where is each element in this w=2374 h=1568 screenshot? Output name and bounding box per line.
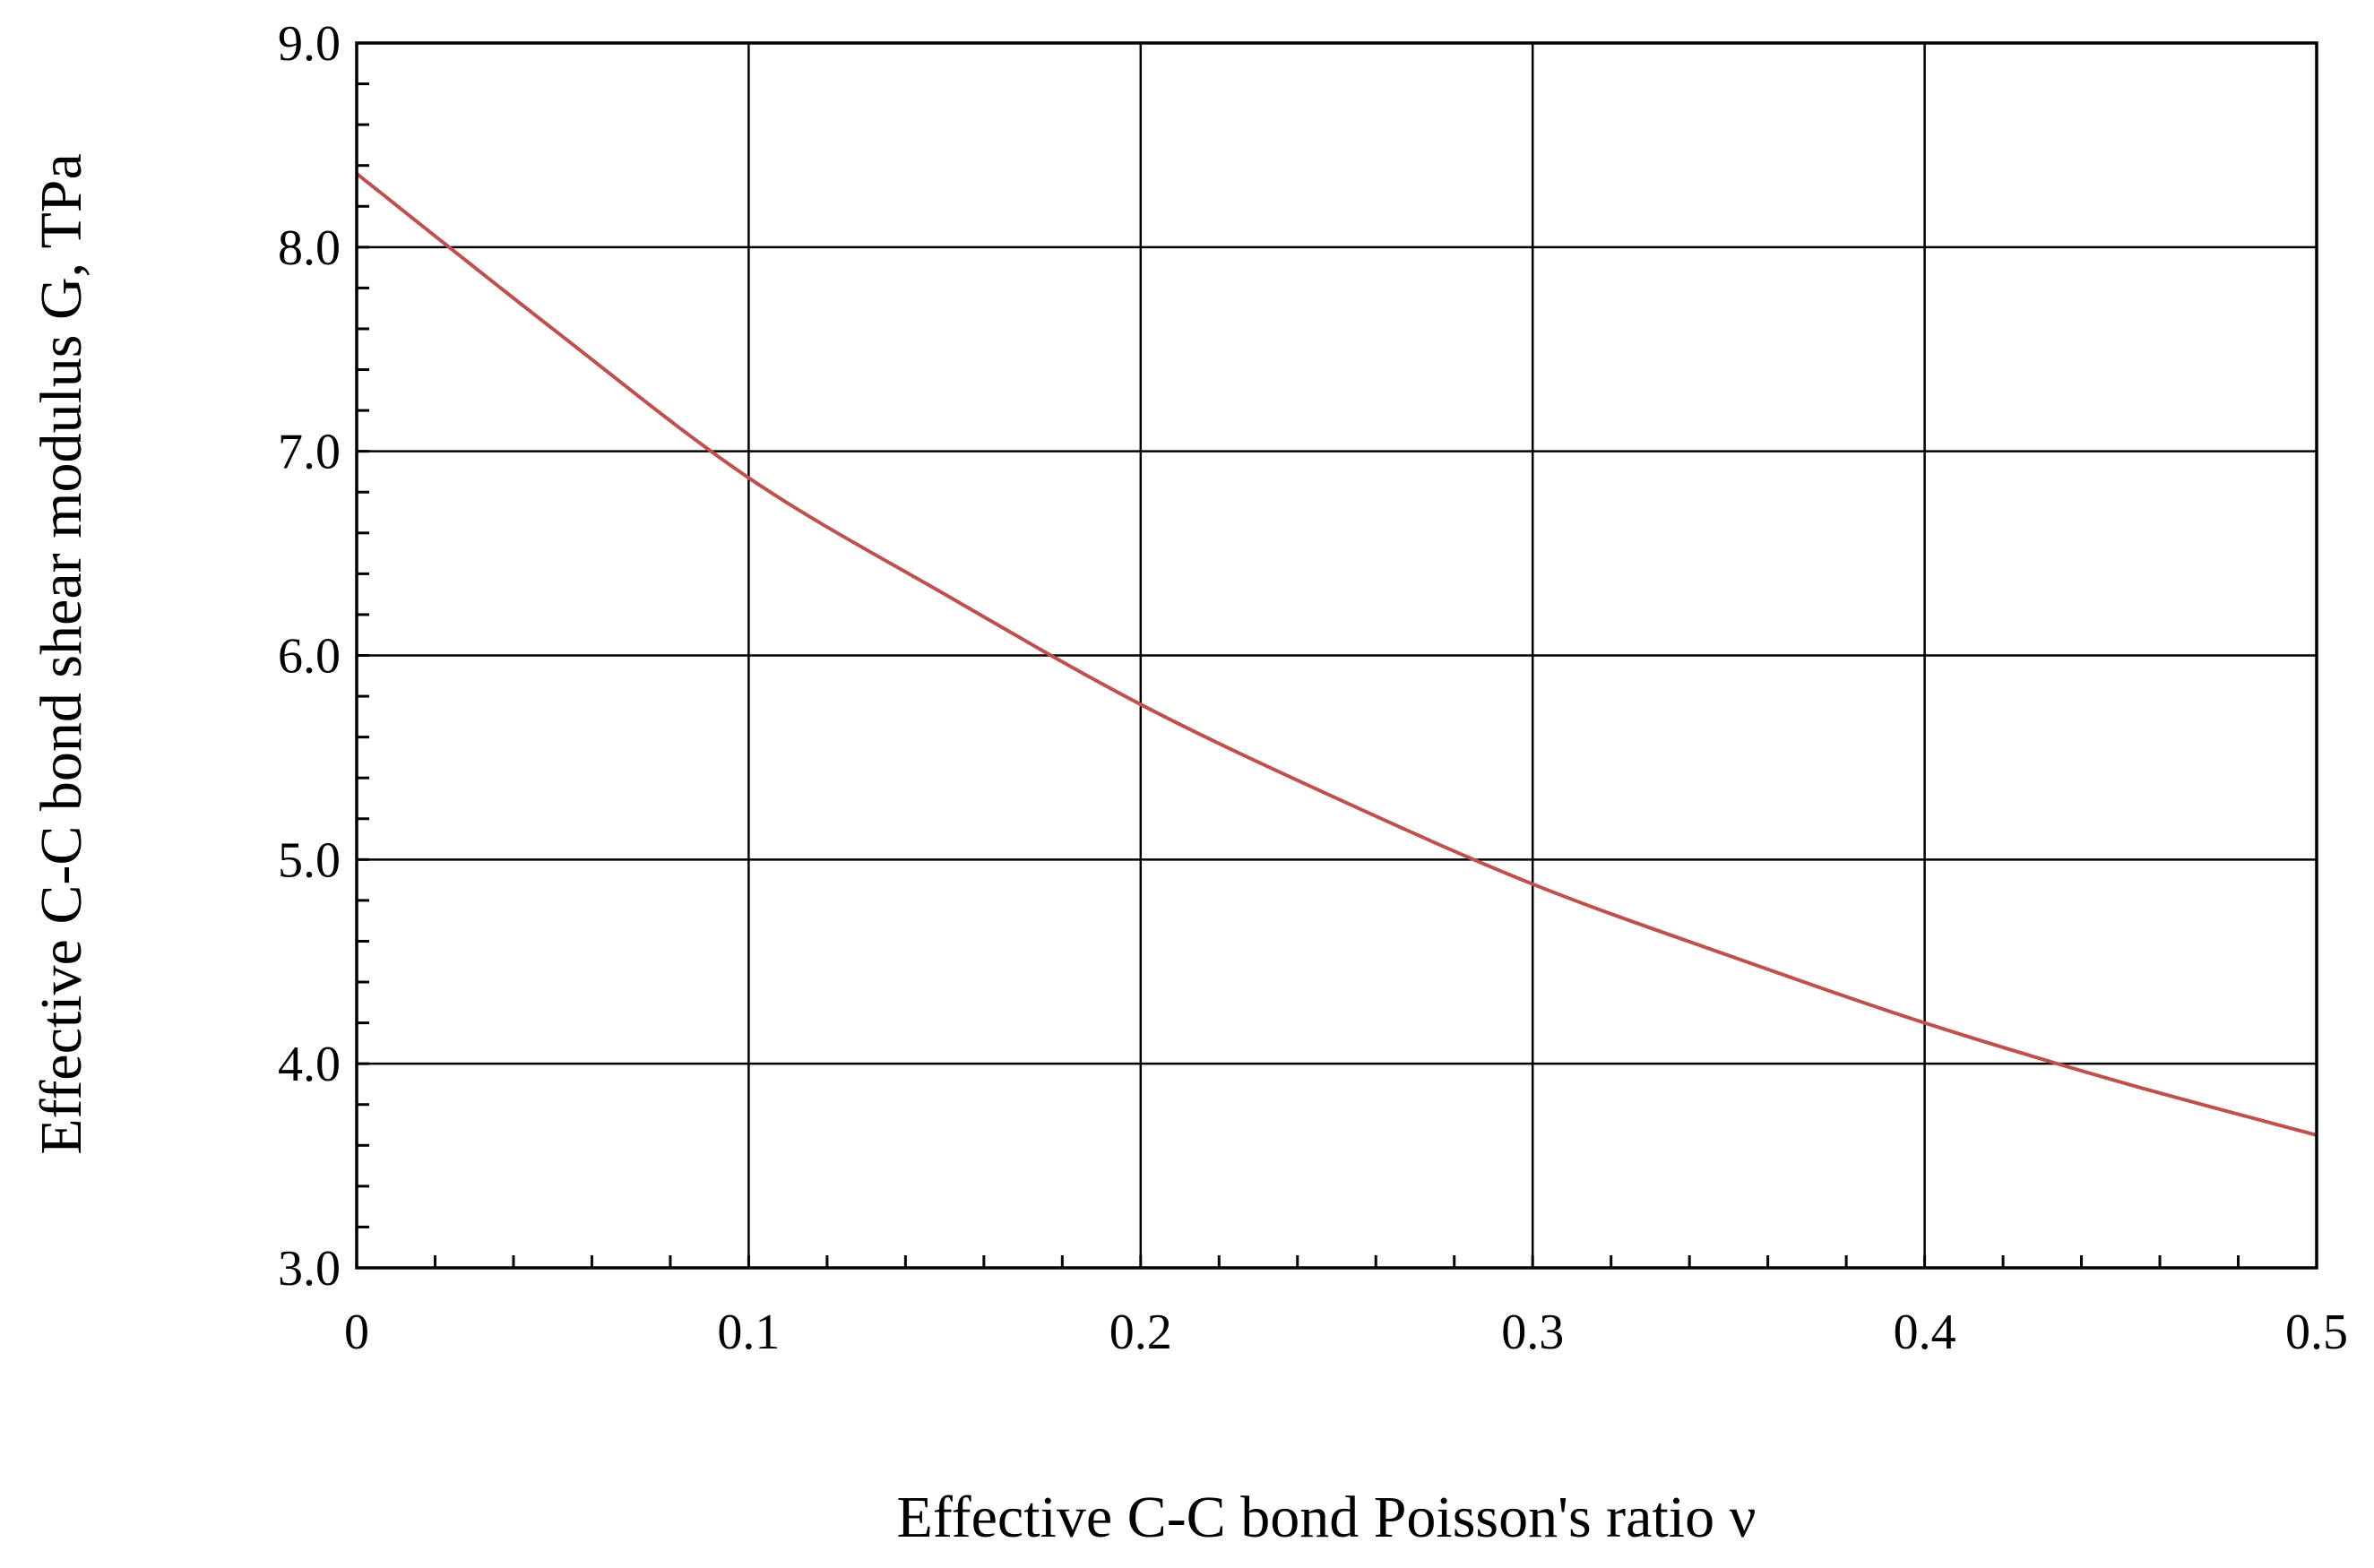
x-axis-title: Effective C-C bond Poisson's ratio ν	[897, 1485, 1757, 1550]
y-tick-label: 7.0	[278, 425, 341, 480]
y-tick-label: 4.0	[278, 1037, 341, 1092]
x-tick-label: 0	[344, 1305, 369, 1360]
y-tick-label: 9.0	[278, 16, 341, 72]
series-layer	[355, 172, 2318, 1137]
x-tick-label: 0.2	[1109, 1305, 1172, 1360]
series-line	[355, 172, 2318, 1137]
y-tick-label: 8.0	[278, 220, 341, 276]
plot-frame	[355, 41, 2318, 1270]
x-tick-label: 0.4	[1894, 1305, 1956, 1360]
y-tick-label: 3.0	[278, 1241, 341, 1297]
y-tick-label: 6.0	[278, 629, 341, 685]
y-tick-labels: 3.0 4.0 5.0 6.0 7.0 8.0 9.0	[278, 16, 341, 1297]
grid	[355, 41, 2318, 1270]
x-tick-label: 0.5	[2285, 1305, 2348, 1360]
y-tick-label: 5.0	[278, 832, 341, 888]
x-tick-labels: 0 0.1 0.2 0.3 0.4 0.5	[344, 1305, 2348, 1360]
x-tick-label: 0.3	[1501, 1305, 1564, 1360]
y-axis-title: Effective C-C bond shear modulus G, TPa	[29, 153, 94, 1155]
minor-ticks	[357, 82, 2240, 1268]
x-tick-label: 0.1	[717, 1305, 780, 1360]
